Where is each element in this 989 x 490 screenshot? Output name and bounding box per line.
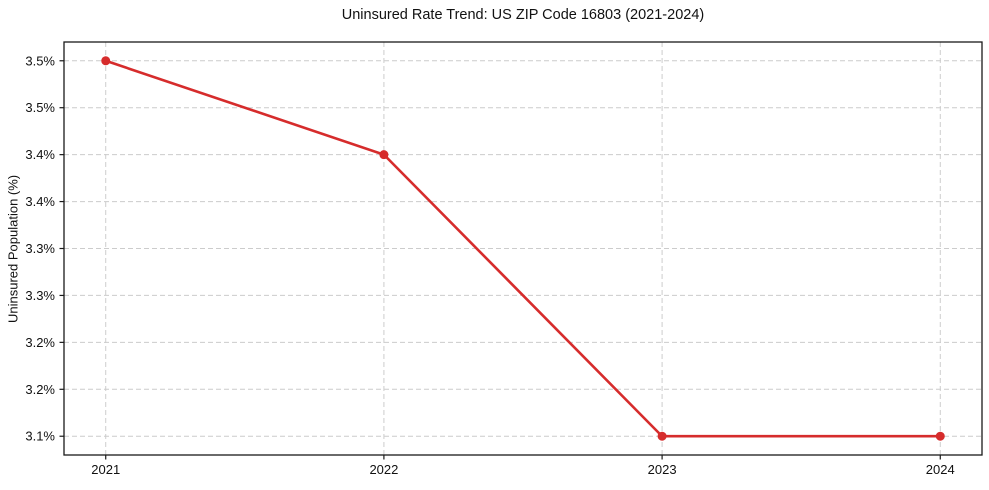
data-line bbox=[104, 59, 942, 438]
y-tick-label: 3.3% bbox=[25, 241, 55, 256]
data-point bbox=[379, 150, 389, 160]
y-tick-label: 3.4% bbox=[25, 194, 55, 209]
y-tick-label: 3.1% bbox=[25, 429, 55, 444]
chart-title: Uninsured Rate Trend: US ZIP Code 16803 … bbox=[341, 7, 705, 23]
y-tick-label: 3.3% bbox=[25, 288, 55, 303]
y-tick-label: 3.5% bbox=[25, 100, 55, 115]
x-tick-label: 2022 bbox=[369, 462, 398, 477]
y-tick-label: 3.4% bbox=[25, 147, 55, 162]
plot-border bbox=[63, 41, 983, 456]
x-tick-label: 2021 bbox=[91, 462, 120, 477]
y-tick-label: 3.2% bbox=[25, 335, 55, 350]
data-point bbox=[935, 431, 945, 441]
y-tick-label: 3.2% bbox=[25, 382, 55, 397]
x-tick-label: 2024 bbox=[926, 462, 955, 477]
x-tick-label: 2023 bbox=[648, 462, 677, 477]
data-point bbox=[657, 431, 667, 441]
y-tick-label: 3.5% bbox=[25, 53, 55, 68]
data-point bbox=[101, 56, 111, 66]
